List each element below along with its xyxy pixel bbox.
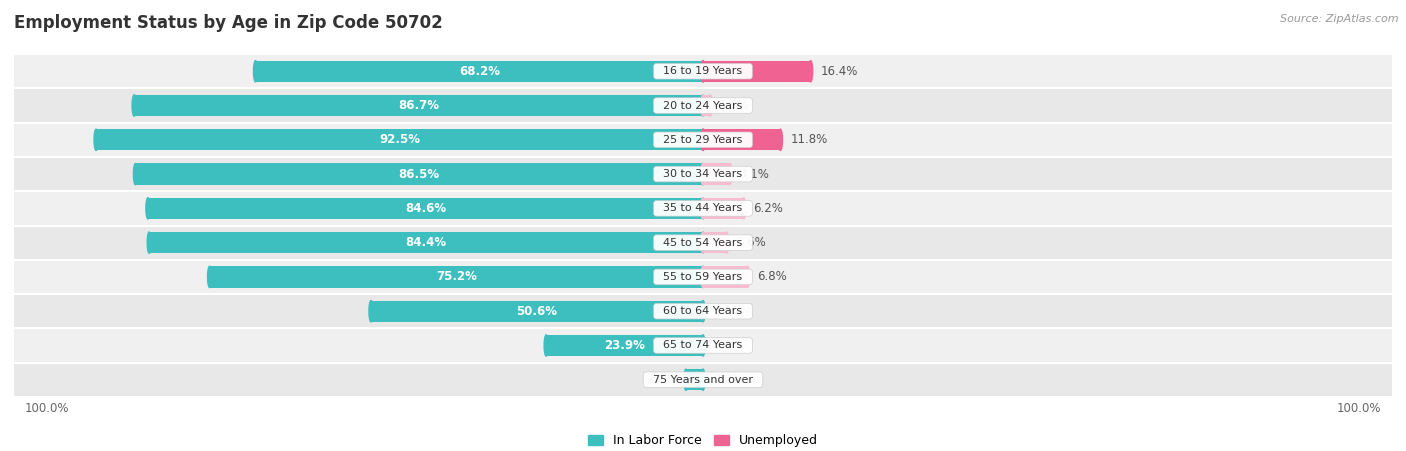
Circle shape xyxy=(724,232,728,253)
Circle shape xyxy=(702,129,704,151)
Bar xyxy=(703,95,710,116)
Bar xyxy=(14,54,1392,88)
Text: 16.4%: 16.4% xyxy=(821,65,858,78)
Circle shape xyxy=(702,369,704,391)
Circle shape xyxy=(702,60,704,82)
Bar xyxy=(703,163,730,185)
Bar xyxy=(686,369,703,391)
Bar xyxy=(703,232,727,253)
Bar xyxy=(135,163,703,185)
Circle shape xyxy=(544,335,548,356)
Bar xyxy=(149,232,703,253)
Circle shape xyxy=(702,163,704,185)
Bar xyxy=(14,260,1392,294)
Circle shape xyxy=(709,95,713,116)
Circle shape xyxy=(702,95,704,116)
Circle shape xyxy=(808,60,813,82)
Circle shape xyxy=(702,335,704,356)
Text: 86.7%: 86.7% xyxy=(398,99,439,112)
Text: 92.5%: 92.5% xyxy=(380,133,420,146)
Text: 86.5%: 86.5% xyxy=(399,168,440,180)
Bar xyxy=(14,328,1392,363)
Text: 60 to 64 Years: 60 to 64 Years xyxy=(657,306,749,316)
Text: 0.0%: 0.0% xyxy=(713,305,742,318)
Circle shape xyxy=(702,60,704,82)
Bar xyxy=(14,226,1392,260)
Bar xyxy=(14,123,1392,157)
Bar xyxy=(371,300,703,322)
Circle shape xyxy=(702,266,704,288)
Bar xyxy=(703,60,811,82)
Text: 11.8%: 11.8% xyxy=(790,133,828,146)
Circle shape xyxy=(702,129,704,151)
Bar xyxy=(14,294,1392,328)
Text: 65 to 74 Years: 65 to 74 Years xyxy=(657,341,749,350)
Circle shape xyxy=(702,300,704,322)
Bar xyxy=(14,191,1392,226)
Text: 23.9%: 23.9% xyxy=(605,339,645,352)
Bar xyxy=(148,198,703,219)
Bar xyxy=(14,363,1392,397)
Text: Source: ZipAtlas.com: Source: ZipAtlas.com xyxy=(1281,14,1399,23)
Bar xyxy=(96,129,703,151)
Text: 6.2%: 6.2% xyxy=(754,202,783,215)
Text: 6.8%: 6.8% xyxy=(758,271,787,283)
Text: 0.0%: 0.0% xyxy=(713,339,742,352)
Text: 45 to 54 Years: 45 to 54 Years xyxy=(657,238,749,248)
Text: 68.2%: 68.2% xyxy=(458,65,499,78)
Circle shape xyxy=(702,232,704,253)
Text: 55 to 59 Years: 55 to 59 Years xyxy=(657,272,749,282)
Circle shape xyxy=(253,60,257,82)
Text: 16 to 19 Years: 16 to 19 Years xyxy=(657,66,749,76)
Circle shape xyxy=(368,300,373,322)
Circle shape xyxy=(779,129,783,151)
Circle shape xyxy=(702,163,704,185)
Circle shape xyxy=(683,369,688,391)
Circle shape xyxy=(132,95,136,116)
Bar xyxy=(256,60,703,82)
Legend: In Labor Force, Unemployed: In Labor Force, Unemployed xyxy=(583,429,823,451)
Text: 84.4%: 84.4% xyxy=(405,236,447,249)
Circle shape xyxy=(208,266,212,288)
Text: 75 Years and over: 75 Years and over xyxy=(645,375,761,385)
Text: 4.1%: 4.1% xyxy=(740,168,769,180)
Text: 35 to 44 Years: 35 to 44 Years xyxy=(657,203,749,213)
Circle shape xyxy=(94,129,98,151)
Text: 3.6%: 3.6% xyxy=(737,236,766,249)
Circle shape xyxy=(745,266,749,288)
Text: 84.6%: 84.6% xyxy=(405,202,446,215)
Text: Employment Status by Age in Zip Code 50702: Employment Status by Age in Zip Code 507… xyxy=(14,14,443,32)
Text: 20 to 24 Years: 20 to 24 Years xyxy=(657,101,749,110)
Circle shape xyxy=(134,163,138,185)
Bar xyxy=(134,95,703,116)
Circle shape xyxy=(702,266,704,288)
Text: 30 to 34 Years: 30 to 34 Years xyxy=(657,169,749,179)
Text: 75.2%: 75.2% xyxy=(436,271,477,283)
Bar xyxy=(546,335,703,356)
Circle shape xyxy=(702,95,704,116)
Circle shape xyxy=(741,198,745,219)
Circle shape xyxy=(702,232,704,253)
Bar xyxy=(14,88,1392,123)
Bar xyxy=(14,157,1392,191)
Text: 2.6%: 2.6% xyxy=(647,373,676,386)
Circle shape xyxy=(146,198,150,219)
Bar xyxy=(703,266,748,288)
Text: 0.0%: 0.0% xyxy=(713,373,742,386)
Bar xyxy=(209,266,703,288)
Circle shape xyxy=(702,198,704,219)
Text: 50.6%: 50.6% xyxy=(516,305,558,318)
Bar xyxy=(703,129,780,151)
Text: 25 to 29 Years: 25 to 29 Years xyxy=(657,135,749,145)
Text: 1.1%: 1.1% xyxy=(720,99,749,112)
Circle shape xyxy=(148,232,152,253)
Circle shape xyxy=(702,198,704,219)
Bar xyxy=(703,198,744,219)
Circle shape xyxy=(728,163,733,185)
